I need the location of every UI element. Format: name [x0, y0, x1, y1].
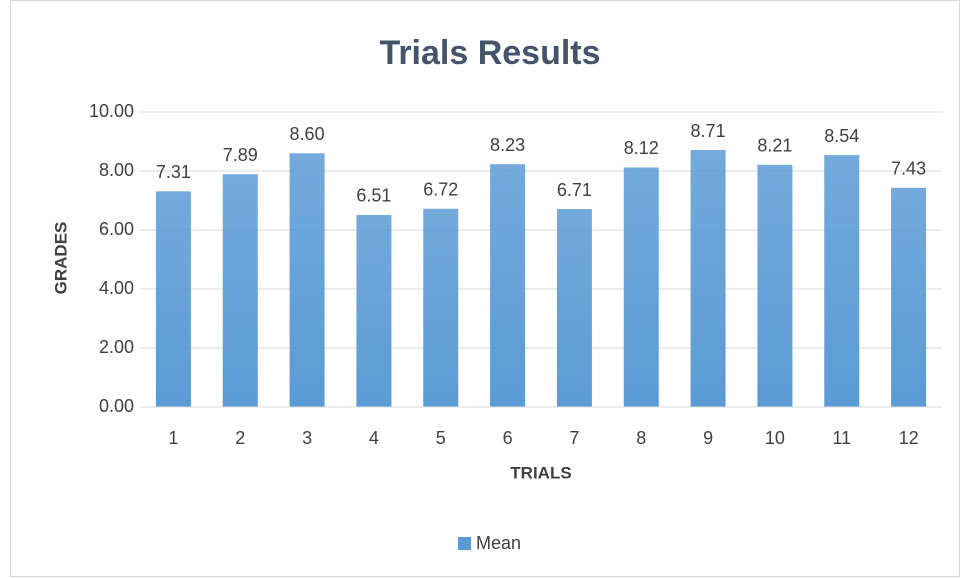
- y-tick-label: 4.00: [99, 278, 134, 298]
- x-tick-label: 10: [765, 428, 785, 448]
- data-label: 8.21: [757, 136, 792, 156]
- bar: [556, 209, 592, 407]
- bar: [757, 164, 793, 407]
- data-label: 6.51: [356, 186, 391, 206]
- x-tick-label: 1: [168, 428, 178, 448]
- x-tick-label: 7: [569, 428, 579, 448]
- data-label: 7.89: [223, 145, 258, 165]
- legend-label: Mean: [476, 533, 521, 553]
- bar: [155, 191, 191, 407]
- x-tick-label: 3: [302, 428, 312, 448]
- bar: [690, 150, 726, 407]
- legend-swatch: [458, 537, 471, 550]
- y-tick-label: 6.00: [99, 219, 134, 239]
- bar: [356, 214, 392, 407]
- x-tick-label: 2: [235, 428, 245, 448]
- bar: [623, 167, 659, 407]
- data-label: 8.54: [824, 126, 859, 146]
- data-label: 6.72: [423, 180, 458, 200]
- y-tick-label: 8.00: [99, 160, 134, 180]
- x-tick-label: 9: [703, 428, 713, 448]
- bar: [289, 153, 325, 407]
- x-tick-label: 4: [369, 428, 379, 448]
- data-label: 8.12: [624, 138, 659, 158]
- data-label: 7.43: [891, 159, 926, 179]
- data-label: 7.31: [156, 162, 191, 182]
- data-label: 8.23: [490, 135, 525, 155]
- x-tick-label: 12: [899, 428, 919, 448]
- chart-title: Trials Results: [379, 34, 600, 72]
- y-tick-label: 0.00: [99, 396, 134, 416]
- y-tick-label: 2.00: [99, 337, 134, 357]
- data-label: 6.71: [557, 180, 592, 200]
- data-label: 8.60: [290, 124, 325, 144]
- bar: [490, 164, 526, 407]
- x-tick-label: 8: [636, 428, 646, 448]
- y-tick-label: 10.00: [89, 101, 134, 121]
- x-tick-label: 6: [503, 428, 513, 448]
- bar: [222, 174, 258, 407]
- bar: [423, 208, 459, 407]
- x-tick-label: 5: [436, 428, 446, 448]
- x-tick-label: 11: [832, 428, 851, 448]
- bar: [891, 187, 927, 407]
- data-label: 8.71: [691, 121, 726, 141]
- bar: [824, 155, 860, 407]
- y-axis-label: GRADES: [51, 222, 70, 295]
- x-axis-label: TRIALS: [510, 463, 571, 482]
